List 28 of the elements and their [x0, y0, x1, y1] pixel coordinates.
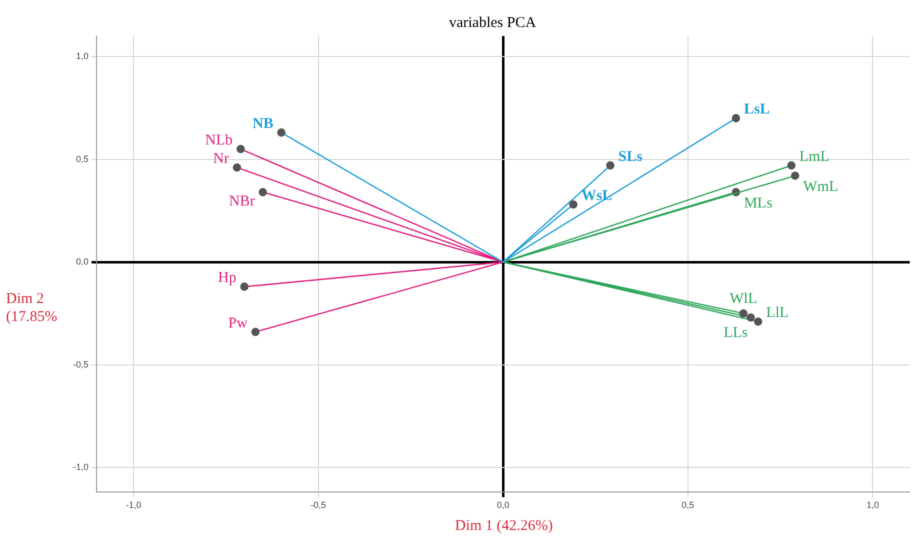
series-label: WmL: [803, 179, 838, 196]
x-axis-title: Dim 1 (42.26%): [455, 518, 553, 535]
y-tick-label: -1,0: [72, 462, 89, 472]
y-axis-title: Dim 2 (17.85%: [6, 290, 58, 326]
series-label: WlL: [730, 290, 758, 307]
x-tick-label: -1,0: [126, 500, 142, 510]
y-tick-label: -0,5: [72, 359, 89, 370]
y-tick-label: 0,5: [76, 154, 89, 164]
series-label: LmL: [799, 148, 830, 165]
x-tick-label: 0,0: [496, 500, 510, 510]
series-label: LsL: [744, 102, 770, 118]
series-label: NB: [252, 116, 274, 132]
series-label: Nr: [213, 150, 229, 167]
series-label: LLs: [724, 324, 748, 341]
x-tick-label: 0,5: [682, 500, 694, 510]
series-label: WsL: [581, 188, 612, 204]
series-label: MLs: [744, 196, 772, 212]
series-label: NLb: [205, 132, 233, 148]
series-label: NBr: [229, 194, 255, 210]
y-tick-label: 0,0: [76, 256, 89, 267]
x-tick-label: -0,5: [310, 500, 326, 510]
chart-title: variables PCA: [448, 14, 536, 31]
series-label: Pw: [228, 315, 248, 332]
series-label: SLs: [618, 148, 643, 165]
series-label: LlL: [766, 305, 789, 322]
x-tick-label: 1,0: [866, 500, 879, 510]
series-label: Hp: [218, 270, 236, 286]
y-tick-label: 1,0: [76, 51, 89, 62]
